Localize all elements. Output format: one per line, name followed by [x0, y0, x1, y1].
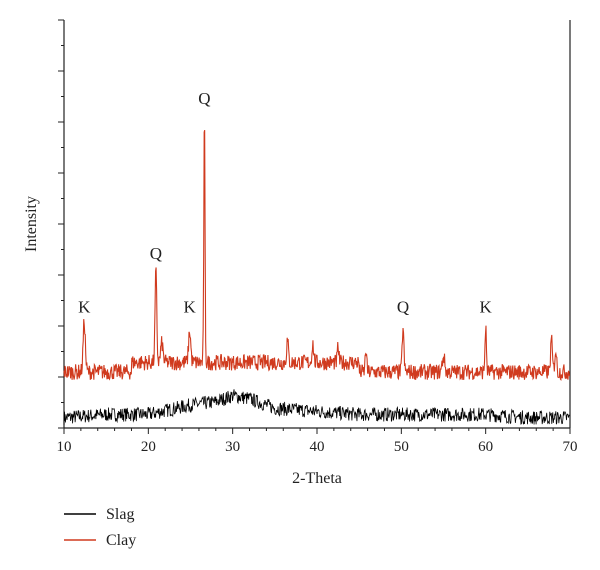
peak-label: K [78, 298, 91, 317]
peak-label: K [184, 298, 197, 317]
peak-label: K [480, 298, 493, 317]
x-tick-label: 70 [563, 439, 578, 455]
series-slag [63, 389, 570, 425]
peak-label: Q [198, 89, 210, 108]
peak-annotations: K Q K Q Q K [78, 89, 492, 317]
x-tick-label: 20 [141, 439, 156, 455]
clay-line [63, 129, 571, 382]
x-tick-label: 50 [394, 439, 409, 455]
axes: 10 20 30 40 50 60 70 [57, 19, 578, 455]
series-clay [63, 129, 571, 382]
slag-line [63, 389, 570, 425]
x-tick-label: 60 [478, 439, 493, 455]
peak-label: Q [397, 298, 409, 317]
x-tick-label: 30 [225, 439, 240, 455]
y-axis-label: Intensity [23, 196, 40, 252]
legend-label-clay: Clay [106, 532, 136, 549]
x-axis-label: 2-Theta [292, 470, 342, 487]
peak-label: Q [150, 244, 162, 263]
x-tick-label: 10 [57, 439, 72, 455]
legend: Slag Clay [64, 506, 136, 549]
legend-label-slag: Slag [106, 506, 134, 523]
x-tick-label: 40 [310, 439, 325, 455]
